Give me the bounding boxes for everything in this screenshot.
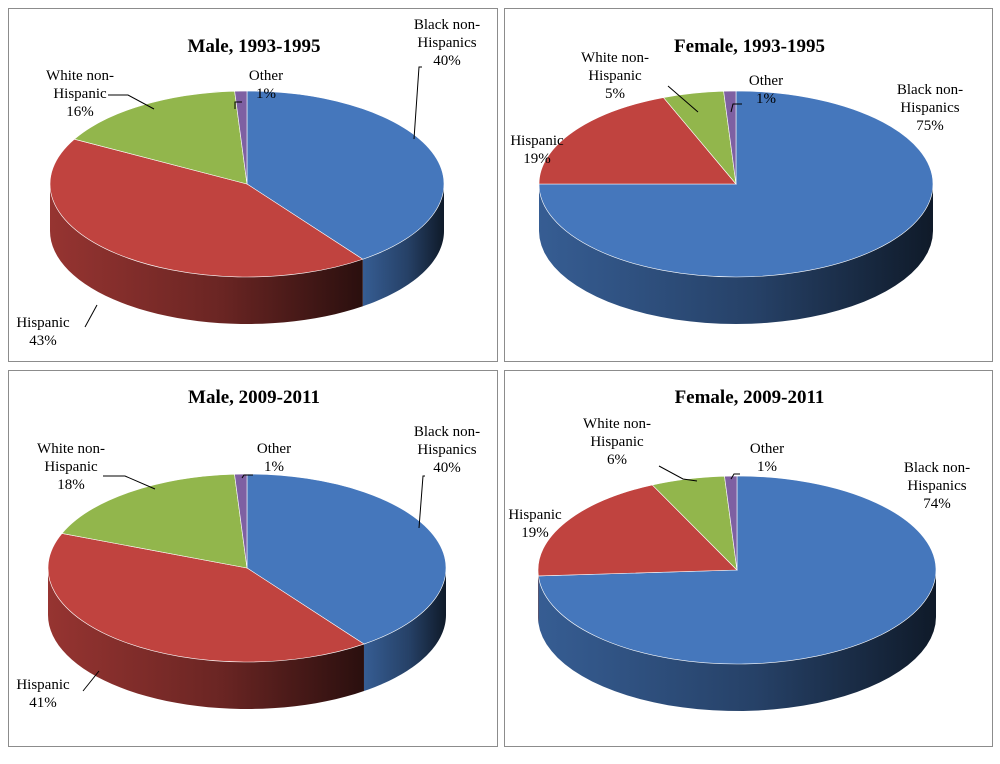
chart-panel-female-1993-1995: Female, 1993-1995 Black non-Hispanics 75% H… bbox=[504, 8, 993, 362]
leader-line-white-non-hispanic bbox=[108, 94, 155, 110]
leader-line-other bbox=[730, 103, 742, 113]
pie-slice-side-black-non-hispanics bbox=[363, 568, 446, 692]
data-label-other: Other 1% bbox=[249, 68, 283, 102]
pie-slice-black-non-hispanics bbox=[246, 473, 447, 645]
data-label-other: Other 1% bbox=[257, 441, 291, 475]
pie-chart-svg: Female, 1993-1995 Black non-Hispanics 75% H… bbox=[510, 36, 963, 324]
pie-slice-white-non-hispanic bbox=[73, 90, 248, 185]
data-label-white-non-hispanic: White non-Hispanic 16% bbox=[46, 68, 114, 120]
pie-slice-side-black-non-hispanics bbox=[538, 570, 936, 711]
pie-slice-side-black-non-hispanics bbox=[539, 184, 933, 324]
leader-line-white-non-hispanic bbox=[103, 475, 156, 490]
leader-line-hispanic bbox=[82, 670, 100, 692]
pie-slice-other bbox=[234, 90, 248, 185]
chart-title: Male, 2009-2011 bbox=[188, 387, 320, 408]
chart-title: Male, 1993-1995 bbox=[188, 36, 321, 57]
pie-slice-side-hispanic bbox=[48, 568, 364, 709]
pie-slice-hispanic bbox=[47, 533, 365, 663]
chart-title: Female, 1993-1995 bbox=[674, 36, 825, 57]
data-label-black-non-hispanics: Black non-Hispanics 75% bbox=[897, 82, 963, 134]
pie-slice-white-non-hispanic bbox=[61, 473, 248, 569]
pie-slice-other bbox=[234, 473, 248, 569]
leader-line-hispanic bbox=[84, 304, 98, 328]
leader-line-other bbox=[234, 101, 242, 109]
data-label-white-non-hispanic: White non-Hispanic 18% bbox=[37, 441, 105, 493]
pie-slice-other bbox=[723, 90, 737, 185]
pie-slice-side-hispanic bbox=[50, 184, 363, 324]
data-label-other: Other 1% bbox=[749, 73, 783, 107]
chart-panel-female-2009-2011: Female, 2009-2011 Black non-Hispanics 74% H… bbox=[504, 370, 993, 747]
pie-slice-hispanic bbox=[537, 484, 738, 577]
data-label-black-non-hispanics: Black non-Hispanics 40% bbox=[414, 424, 480, 476]
pie-chart-svg: Male, 2009-2011 Black non-Hispanics 40% His… bbox=[16, 387, 480, 711]
chart-title: Female, 2009-2011 bbox=[675, 387, 825, 408]
pie-slice-other bbox=[724, 475, 738, 571]
pie-slice-black-non-hispanics bbox=[246, 90, 445, 260]
data-label-hispanic: Hispanic 43% bbox=[16, 315, 70, 349]
data-label-white-non-hispanic: White non-Hispanic 5% bbox=[581, 50, 649, 102]
data-label-white-non-hispanic: White non-Hispanic 6% bbox=[583, 416, 651, 468]
leader-line-other bbox=[730, 473, 740, 480]
data-label-black-non-hispanics: Black non-Hispanics 74% bbox=[904, 460, 970, 512]
leader-line-white-non-hispanic bbox=[658, 465, 698, 482]
data-label-black-non-hispanics: Black non-Hispanics 40% bbox=[414, 17, 480, 69]
data-label-other: Other 1% bbox=[750, 441, 784, 475]
leader-line-white-non-hispanic bbox=[667, 85, 699, 113]
pie-chart-svg: Male, 1993-1995 Black non-Hispanics 40% His… bbox=[16, 17, 480, 349]
data-label-hispanic: Hispanic 19% bbox=[508, 507, 562, 541]
leader-line-black-non-hispanics bbox=[413, 66, 422, 140]
data-label-hispanic: Hispanic 19% bbox=[510, 133, 564, 167]
data-label-hispanic: Hispanic 41% bbox=[16, 677, 70, 711]
pie-chart-svg: Female, 2009-2011 Black non-Hispanics 74% H… bbox=[508, 387, 970, 711]
leader-line-other bbox=[241, 474, 253, 479]
chart-panel-male-2009-2011: Male, 2009-2011 Black non-Hispanics 40% His… bbox=[8, 370, 498, 747]
chart-panel-male-1993-1995: Male, 1993-1995 Black non-Hispanics 40% His… bbox=[8, 8, 498, 362]
pie-slice-black-non-hispanics bbox=[538, 90, 934, 278]
pie-slice-hispanic bbox=[49, 138, 364, 278]
pie-slice-hispanic bbox=[538, 97, 737, 185]
leader-line-black-non-hispanics bbox=[418, 475, 425, 529]
pie-slice-side-black-non-hispanics bbox=[362, 184, 444, 307]
